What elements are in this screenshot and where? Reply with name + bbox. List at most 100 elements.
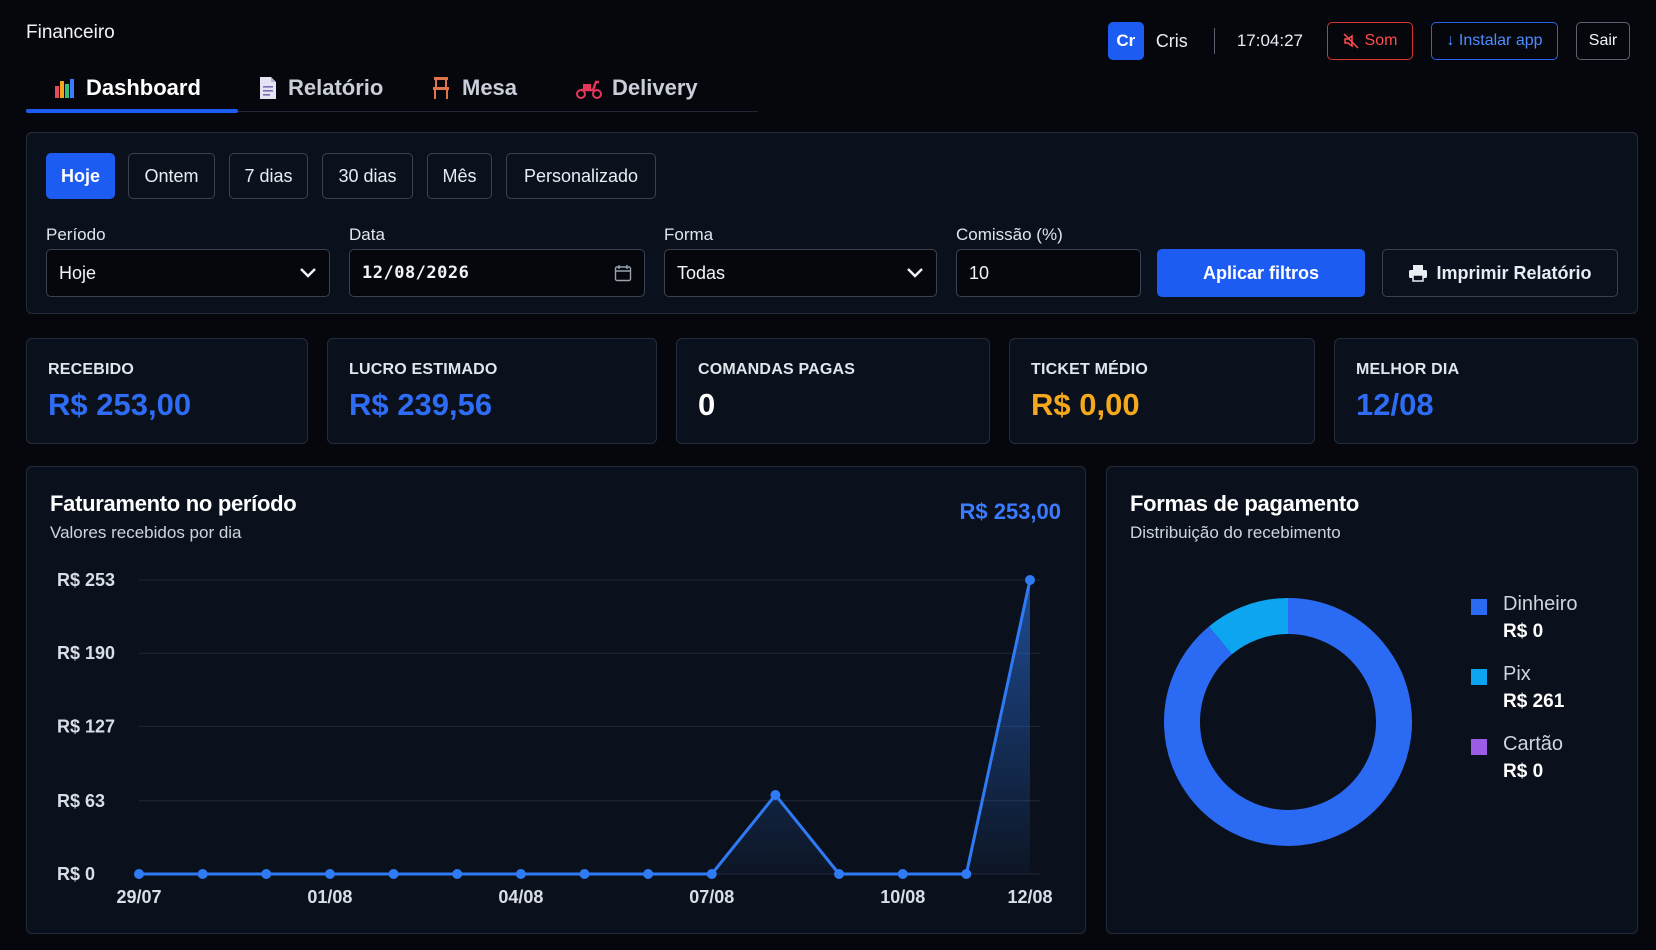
periodo-value: Hoje [59,262,97,283]
data-point-12/08[interactable] [1025,575,1035,585]
donut-slice-pix[interactable] [1208,598,1289,655]
y-tick-label: R$ 253 [57,570,115,590]
range-month-button[interactable]: Mês [427,153,492,199]
kpi-label: TICKET MÉDIO [1031,361,1149,378]
revenue-chart-panel: Faturamento no período Valores recebidos… [26,466,1086,934]
data-point-30/07[interactable] [197,869,208,879]
periodo-select[interactable]: Hoje [46,249,330,297]
filters-panel: Hoje Ontem 7 dias 30 dias Mês Personaliz… [26,132,1638,314]
kpi-card-recebido: RECEBIDO R$ 253,00 [26,338,308,444]
header-actions: Cr Cris 17:04:27 Som ↓ Instalar app Sair [1107,22,1630,60]
header-divider [1213,28,1215,54]
kpi-card-comandas: COMANDAS PAGAS 0 [676,338,990,444]
data-point-03/08[interactable] [452,869,463,879]
y-tick-label: R$ 63 [57,791,105,811]
document-icon [260,77,276,99]
active-tab-indicator [26,109,238,113]
revenue-chart-title: Faturamento no período [50,491,297,516]
kpi-card-ticket: TICKET MÉDIO R$ 0,00 [1009,338,1315,444]
chevron-down-icon [300,268,316,278]
data-point-02/08[interactable] [388,869,399,879]
tab-dashboard[interactable]: Dashboard [54,66,201,110]
comissao-input[interactable]: 10 [956,249,1141,297]
main-tabs: Dashboard Relatório Mesa Delivery [26,62,758,113]
data-point-29/07[interactable] [134,869,144,879]
revenue-line [139,579,1032,876]
install-app-button[interactable]: ↓ Instalar app [1431,22,1558,60]
legend-name: Dinheiro [1503,593,1578,615]
forma-label: Forma [664,225,714,244]
range-today-button[interactable]: Hoje [46,153,115,199]
range-yesterday-button[interactable]: Ontem [128,153,215,199]
avatar[interactable]: Cr [1107,22,1144,60]
tab-relatorio[interactable]: Relatório [258,66,383,110]
x-tick-label: 10/08 [880,887,925,907]
tab-delivery[interactable]: Delivery [576,66,698,110]
range-30days-button[interactable]: 30 dias [322,153,413,199]
x-tick-label: 12/08 [1007,887,1052,907]
kpi-value: 12/08 [1356,387,1434,422]
data-label: Data [349,225,385,244]
tab-relatorio-label: Relatório [288,75,384,100]
print-report-button[interactable]: Imprimir Relatório [1382,249,1618,297]
data-point-05/08[interactable] [579,869,590,879]
print-report-label: Imprimir Relatório [1436,262,1592,283]
bar-chart-icon [55,79,74,98]
app-title: Financeiro [26,22,115,43]
range-custom-button[interactable]: Personalizado [506,153,656,199]
comissao-value: 10 [969,262,990,283]
revenue-chart-total: R$ 253,00 [959,499,1061,524]
printer-icon [1409,265,1428,282]
x-tick-label: 29/07 [116,887,161,907]
chair-icon [433,77,449,99]
legend-value: R$ 0 [1503,621,1544,642]
payment-methods-subtitle: Distribuição do recebimento [1130,523,1341,542]
y-tick-label: R$ 127 [57,716,115,736]
chevron-down-icon [907,268,923,278]
payment-methods-panel: Formas de pagamento Distribuição do rece… [1106,466,1638,934]
data-point-11/08[interactable] [961,869,972,879]
logout-label: Sair [1588,32,1618,49]
date-value: 12/08/2026 [362,263,470,283]
data-point-10/08[interactable] [897,869,908,879]
tab-mesa[interactable]: Mesa [430,66,517,110]
data-point-01/08[interactable] [324,869,335,879]
sound-toggle-button[interactable]: Som [1327,22,1413,60]
data-point-31/07[interactable] [261,869,272,879]
clock: 17:04:27 [1236,31,1303,50]
x-tick-label: 04/08 [498,887,543,907]
apply-filters-button[interactable]: Aplicar filtros [1157,249,1365,297]
data-point-08/08[interactable] [770,789,781,800]
legend-name: Cartão [1503,733,1564,755]
tab-dashboard-label: Dashboard [86,75,201,100]
legend-value: R$ 261 [1503,691,1565,712]
logout-button[interactable]: Sair [1576,22,1630,60]
apply-filters-label: Aplicar filtros [1202,262,1320,283]
tab-mesa-label: Mesa [462,75,518,100]
range-7days-button[interactable]: 7 dias [229,153,308,199]
sound-toggle-label: Som [1364,32,1398,49]
y-tick-label: R$ 190 [57,643,115,663]
data-point-06/08[interactable] [643,869,654,879]
payment-donut-chart [1164,598,1412,846]
forma-select[interactable]: Todas [664,249,937,297]
legend-value: R$ 0 [1503,761,1544,782]
revenue-line-chart: R$ 0 R$ 63 R$ 127 R$ 190 R$ 253 29/07 01/08 04/… [57,570,1053,907]
data-point-09/08[interactable] [834,869,845,879]
data-point-04/08[interactable] [515,869,526,879]
muted-speaker-icon [1343,33,1359,49]
y-tick-label: R$ 0 [57,864,95,884]
forma-value: Todas [677,262,726,283]
kpi-label: RECEBIDO [48,361,135,378]
x-tick-label: 01/08 [307,887,352,907]
date-input[interactable]: 12/08/2026 [349,249,645,297]
legend-swatch [1471,739,1487,755]
revenue-chart-subtitle: Valores recebidos por dia [50,523,242,542]
data-point-07/08[interactable] [706,869,717,879]
legend-swatch [1471,599,1487,615]
calendar-icon[interactable] [614,264,632,282]
payment-methods-title: Formas de pagamento [1130,491,1360,516]
tab-delivery-label: Delivery [612,75,698,100]
scooter-icon [576,80,602,99]
donut-slice-dinheiro[interactable] [1164,598,1412,846]
